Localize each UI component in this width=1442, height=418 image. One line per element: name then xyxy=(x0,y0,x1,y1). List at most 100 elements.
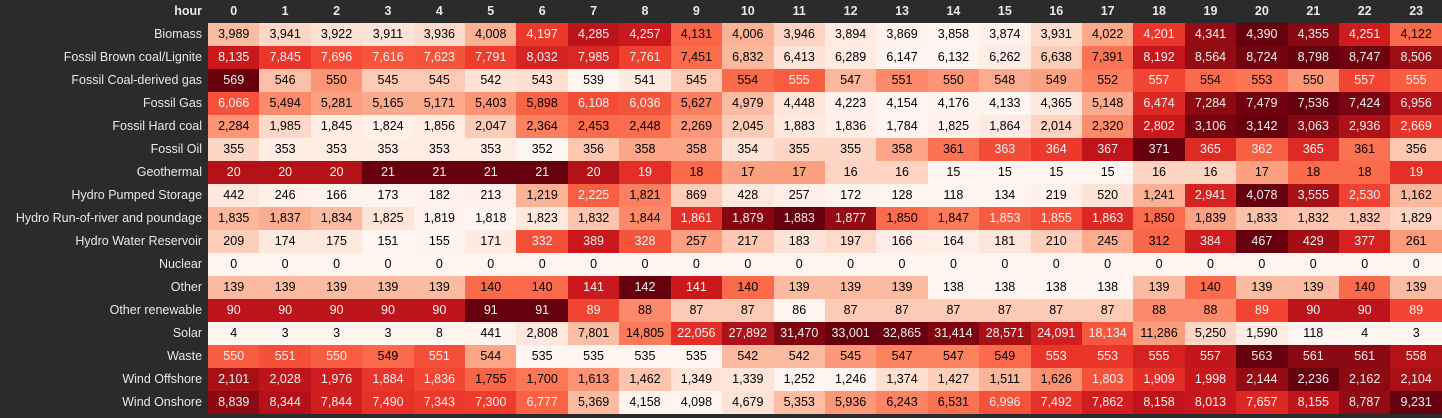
heatmap-cell: 0 xyxy=(1390,253,1442,276)
heatmap-cell: 9,231 xyxy=(1390,391,1442,414)
heatmap-cell: 377 xyxy=(1338,230,1391,253)
heatmap-cell: 139 xyxy=(1390,276,1442,299)
heatmap-cell: 8 xyxy=(413,322,466,345)
heatmap-cell: 6,832 xyxy=(722,46,774,69)
heatmap-cell: 355 xyxy=(208,138,260,161)
heatmap-cell: 1,847 xyxy=(927,207,980,230)
column-header: 5 xyxy=(465,0,517,23)
heatmap-cell: 17 xyxy=(722,161,774,184)
heatmap-cell: 3,931 xyxy=(1030,23,1082,46)
heatmap-cell: 7,492 xyxy=(1030,391,1082,414)
heatmap-cell: 353 xyxy=(413,138,466,161)
column-header: 7 xyxy=(567,0,620,23)
heatmap-cell: 3,874 xyxy=(979,23,1031,46)
heatmap-cell: 355 xyxy=(773,138,825,161)
heatmap-cell: 1,590 xyxy=(1236,322,1288,345)
heatmap-cell: 138 xyxy=(927,276,980,299)
heatmap-cell: 155 xyxy=(413,230,466,253)
heatmap-cell: 557 xyxy=(1133,69,1185,92)
heatmap-cell: 1,613 xyxy=(567,368,620,391)
heatmap-cell: 28,571 xyxy=(979,322,1031,345)
heatmap-cell: 8,135 xyxy=(208,46,260,69)
heatmap-cell: 183 xyxy=(773,230,825,253)
heatmap-cell: 21 xyxy=(362,161,414,184)
heatmap-cell: 118 xyxy=(927,184,980,207)
heatmap-cell: 1,863 xyxy=(1081,207,1134,230)
heatmap-cell: 1,832 xyxy=(567,207,620,230)
table-row: Hydro Water Reservoir 209 174 175 151 155 171 3… xyxy=(0,230,1442,253)
heatmap-cell: 5,165 xyxy=(362,92,414,115)
heatmap-cell: 1,833 xyxy=(1236,207,1288,230)
heatmap-cell: 15 xyxy=(1030,161,1082,184)
heatmap-cell: 6,108 xyxy=(567,92,620,115)
column-header: 20 xyxy=(1236,0,1288,23)
heatmap-cell: 4,365 xyxy=(1030,92,1082,115)
heatmap-cell: 358 xyxy=(619,138,671,161)
heatmap-cell: 1,844 xyxy=(619,207,671,230)
heatmap-cell: 367 xyxy=(1081,138,1134,161)
row-label: Hydro Run-of-river and poundage xyxy=(0,207,209,230)
heatmap-cell: 2,236 xyxy=(1287,368,1339,391)
heatmap-cell: 2,047 xyxy=(465,115,517,138)
column-header: 19 xyxy=(1184,0,1237,23)
row-label: Hydro Pumped Storage xyxy=(0,184,209,207)
heatmap-cell: 4,390 xyxy=(1236,23,1288,46)
heatmap-cell: 138 xyxy=(1081,276,1134,299)
heatmap-cell: 328 xyxy=(619,230,671,253)
heatmap-cell: 138 xyxy=(979,276,1031,299)
table-row: Biomass 3,989 3,941 3,922 3,911 3,936 4,008 4,1… xyxy=(0,23,1442,46)
heatmap-cell: 21 xyxy=(413,161,466,184)
heatmap-cell: 1,879 xyxy=(722,207,774,230)
heatmap-cell: 2,808 xyxy=(516,322,568,345)
heatmap-cell: 1,845 xyxy=(310,115,363,138)
heatmap-cell: 6,531 xyxy=(927,391,980,414)
table-row: Fossil Brown coal/Lignite 8,135 7,845 7,696… xyxy=(0,46,1442,69)
heatmap-cell: 332 xyxy=(516,230,568,253)
heatmap-cell: 18 xyxy=(1338,161,1391,184)
heatmap-cell: 363 xyxy=(979,138,1031,161)
heatmap-cell: 3,106 xyxy=(1184,115,1237,138)
heatmap-cell: 87 xyxy=(979,299,1031,322)
heatmap-cell: 569 xyxy=(208,69,260,92)
heatmap-cell: 1,252 xyxy=(773,368,825,391)
heatmap-cell: 87 xyxy=(670,299,723,322)
row-label: Fossil Hard coal xyxy=(0,115,209,138)
heatmap-cell: 164 xyxy=(927,230,980,253)
heatmap-cell: 7,343 xyxy=(413,391,466,414)
column-header: 11 xyxy=(773,0,825,23)
heatmap-cell: 1,825 xyxy=(927,115,980,138)
heatmap-cell: 389 xyxy=(567,230,620,253)
table-row: Waste 550 551 550 549 551 544 535 535 535 535 542 54… xyxy=(0,345,1442,368)
heatmap-cell: 8,506 xyxy=(1390,46,1442,69)
heatmap-cell: 1,883 xyxy=(773,207,825,230)
heatmap-cell: 6,036 xyxy=(619,92,671,115)
heatmap-cell: 1,829 xyxy=(1390,207,1442,230)
heatmap-cell: 8,158 xyxy=(1133,391,1185,414)
heatmap-cell: 0 xyxy=(1287,253,1339,276)
heatmap-cell: 1,246 xyxy=(824,368,877,391)
heatmap-cell: 7,479 xyxy=(1236,92,1288,115)
heatmap-cell: 3,555 xyxy=(1287,184,1339,207)
heatmap-cell: 87 xyxy=(927,299,980,322)
heatmap-cell: 173 xyxy=(362,184,414,207)
heatmap-cell: 5,627 xyxy=(670,92,723,115)
row-label: Other renewable xyxy=(0,299,209,322)
heatmap-cell: 217 xyxy=(722,230,774,253)
heatmap-cell: 1,836 xyxy=(824,115,877,138)
heatmap-cell: 7,616 xyxy=(362,46,414,69)
row-label: Biomass xyxy=(0,23,209,46)
heatmap-cell: 21 xyxy=(465,161,517,184)
heatmap-cell: 3,858 xyxy=(927,23,980,46)
heatmap-cell: 361 xyxy=(1338,138,1391,161)
heatmap-cell: 139 xyxy=(362,276,414,299)
heatmap-cell: 8,747 xyxy=(1338,46,1391,69)
table-row: Fossil Hard coal 2,284 1,985 1,845 1,824 1,85… xyxy=(0,115,1442,138)
heatmap-cell: 166 xyxy=(310,184,363,207)
heatmap-cell: 3 xyxy=(310,322,363,345)
heatmap-cell: 139 xyxy=(208,276,260,299)
heatmap-cell: 139 xyxy=(773,276,825,299)
heatmap-cell: 429 xyxy=(1287,230,1339,253)
heatmap-cell: 558 xyxy=(1390,345,1442,368)
heatmap-cell: 547 xyxy=(824,69,877,92)
heatmap-cell: 4,257 xyxy=(619,23,671,46)
